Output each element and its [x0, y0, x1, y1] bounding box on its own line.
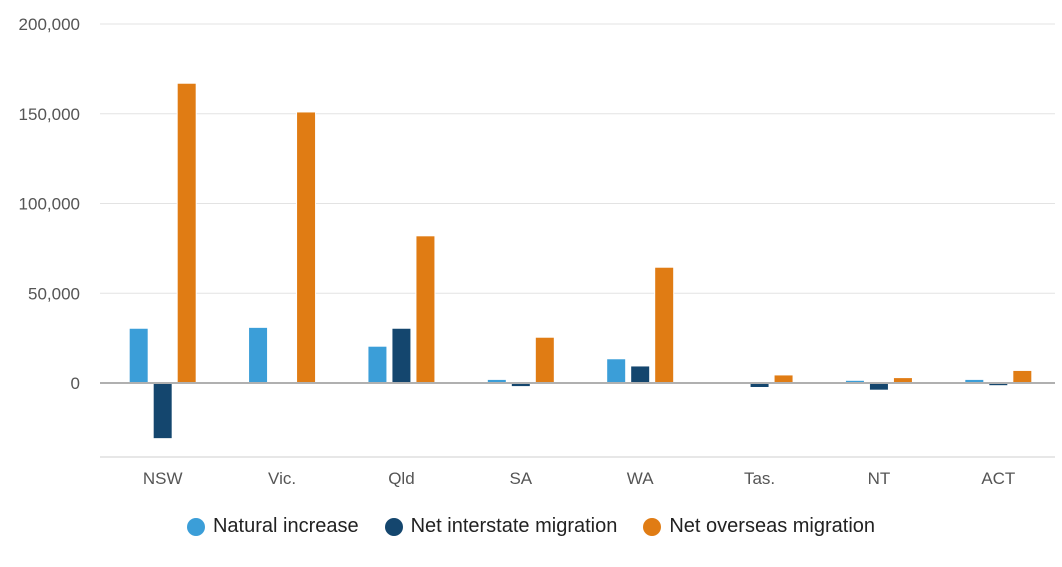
- bar-net-interstate-migration: [630, 365, 651, 384]
- bar-net-interstate-migration: [868, 382, 889, 391]
- legend-item[interactable]: Net interstate migration: [384, 515, 618, 538]
- legend-label: Net overseas migration: [669, 515, 876, 537]
- bar-natural-increase: [367, 345, 388, 384]
- bar-net-interstate-migration: [152, 382, 173, 440]
- x-tick-label: SA: [509, 469, 532, 488]
- x-tick-label: Qld: [388, 469, 414, 488]
- legend-item[interactable]: Natural increase: [186, 515, 359, 538]
- bar-net-overseas-migration: [296, 111, 317, 384]
- x-tick-label: Vic.: [268, 469, 296, 488]
- x-tick-label: ACT: [981, 469, 1015, 488]
- x-tick-label: NSW: [143, 469, 183, 488]
- x-tick-label: Tas.: [744, 469, 775, 488]
- legend-label: Net interstate migration: [410, 515, 618, 537]
- legend-swatch: [643, 517, 662, 536]
- y-tick-label: 200,000: [19, 15, 80, 34]
- legend-label: Natural increase: [212, 515, 359, 537]
- bar-natural-increase: [128, 327, 149, 384]
- chart-legend: Natural increase Net interstate migration…: [0, 515, 1062, 538]
- bar-net-overseas-migration: [1012, 369, 1033, 384]
- y-tick-label: 150,000: [19, 105, 80, 124]
- legend-swatch: [384, 517, 403, 536]
- legend-swatch: [186, 517, 205, 536]
- bar-natural-increase: [248, 326, 269, 384]
- bar-net-overseas-migration: [176, 82, 197, 384]
- y-tick-label: 50,000: [28, 284, 80, 303]
- bar-net-overseas-migration: [654, 266, 675, 384]
- bar-net-overseas-migration: [773, 374, 794, 384]
- bar-net-overseas-migration: [415, 235, 436, 384]
- x-tick-label: WA: [627, 469, 654, 488]
- x-tick-label: NT: [868, 469, 891, 488]
- y-tick-label: 100,000: [19, 195, 80, 214]
- bar-net-overseas-migration: [534, 336, 555, 384]
- bar-natural-increase: [606, 358, 627, 384]
- y-tick-label: 0: [71, 374, 80, 393]
- bar-net-interstate-migration: [391, 327, 412, 384]
- bar-chart: 0 50,000 100,000 150,000 200,000 NSW Vic. Qld SA…: [19, 15, 1055, 488]
- legend-item[interactable]: Net overseas migration: [643, 515, 875, 538]
